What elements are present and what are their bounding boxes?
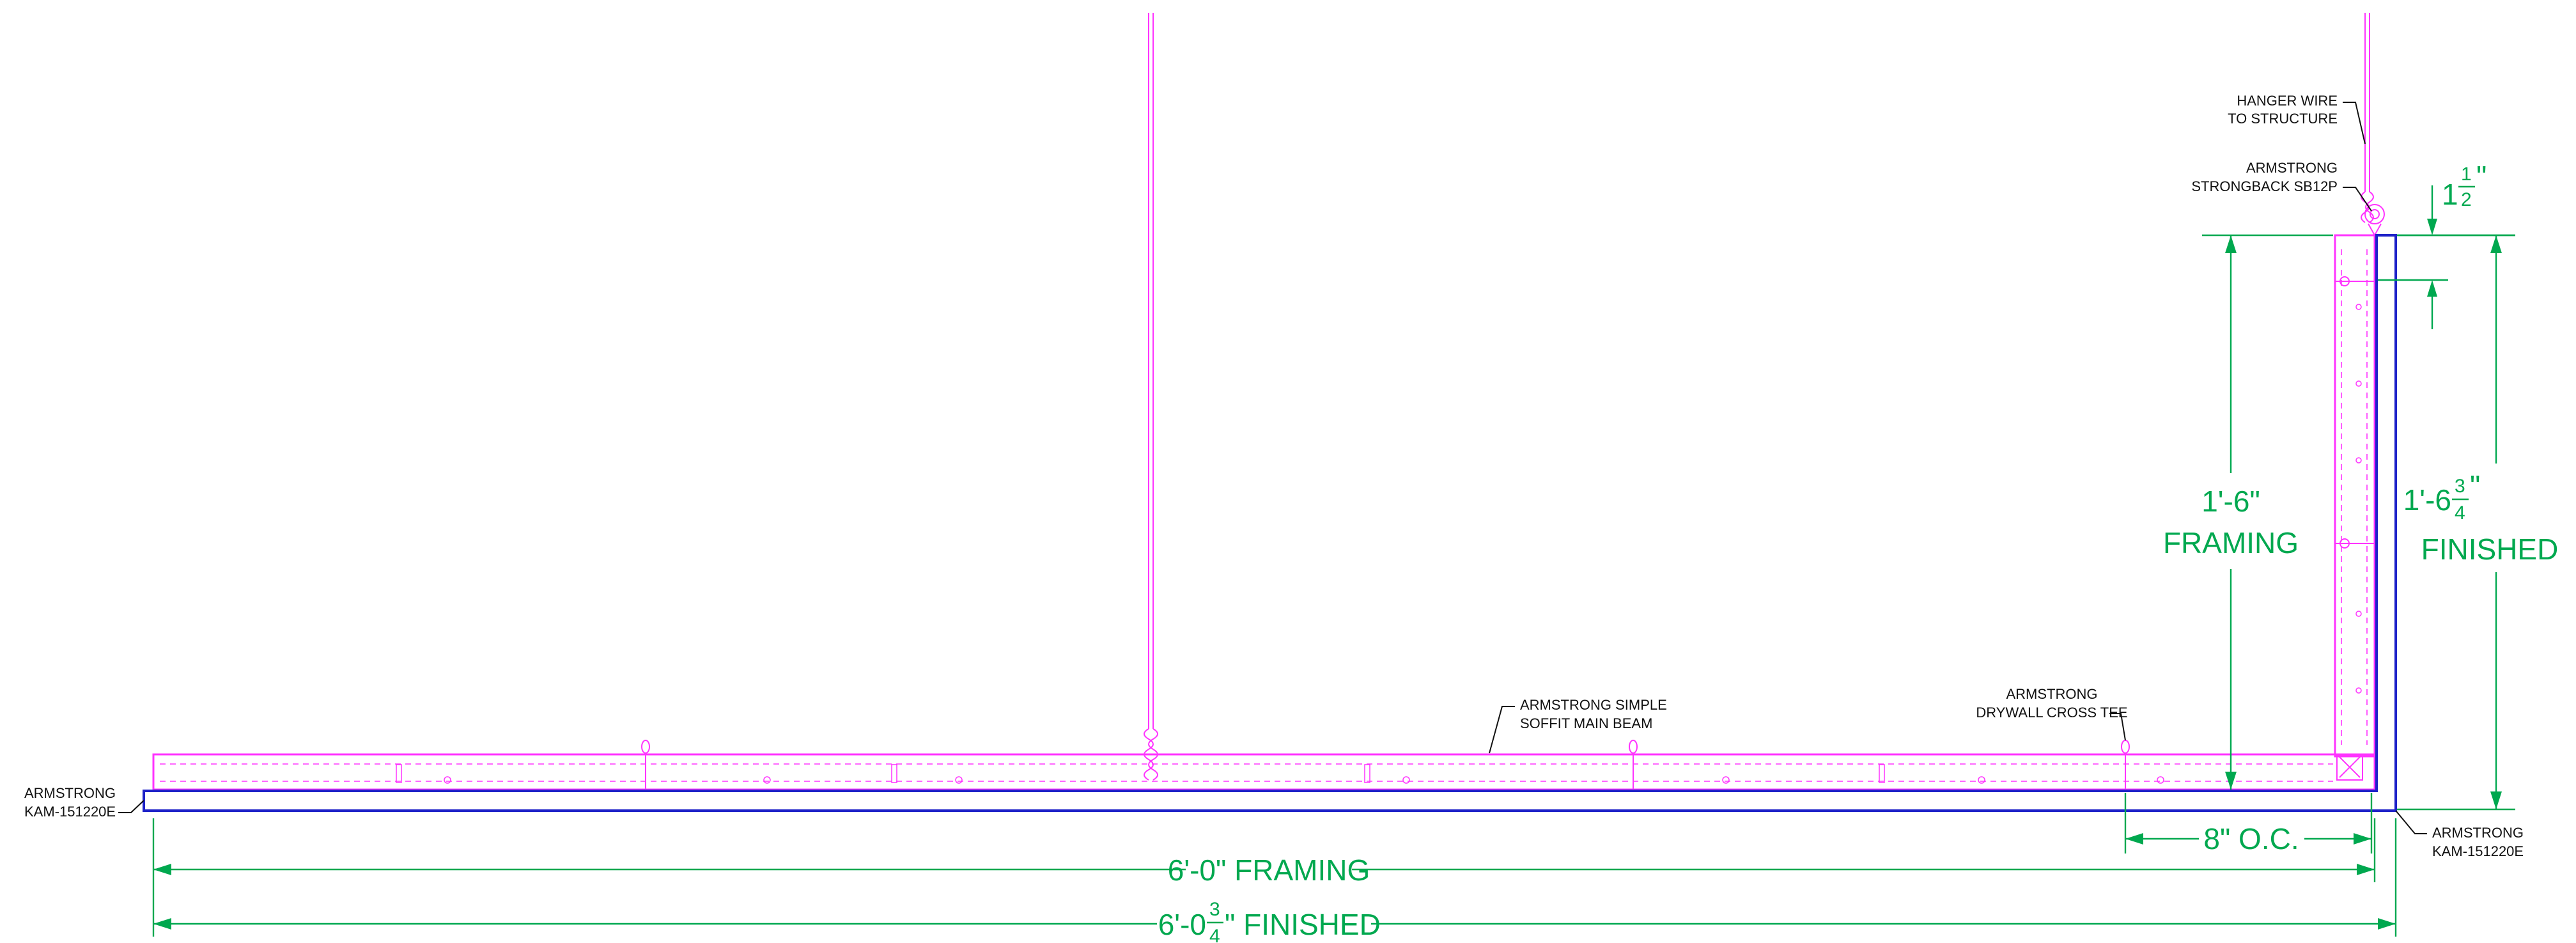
dim-finished-width-prefix: 6'-0 bbox=[1158, 908, 1206, 941]
note-main-beam-line2: SOFFIT MAIN BEAM bbox=[1520, 715, 1652, 731]
note-kam-left-line1: ARMSTRONG bbox=[24, 785, 116, 801]
note-kam-left-line2: KAM-151220E bbox=[24, 804, 116, 820]
dim-finished-height-den: 4 bbox=[2455, 503, 2465, 524]
dim-framing-height-value: 1'-6" bbox=[2201, 485, 2260, 518]
dim-finished-width: 6'-0 3 4 " FINISHED bbox=[153, 899, 2396, 943]
note-cross-tee-line1: ARMSTRONG bbox=[2006, 686, 2098, 702]
dim-finished-height-prefix: 1'-6 bbox=[2403, 483, 2451, 517]
dim-finished-height: 1'-6 3 4 " FINISHED bbox=[2397, 234, 2570, 811]
strongback-sb12p bbox=[2364, 204, 2385, 237]
finish-board bbox=[143, 234, 2397, 812]
note-cross-tee-line2: DRYWALL CROSS TEE bbox=[1976, 705, 2127, 721]
note-hanger-wire-line1: HANGER WIRE bbox=[2237, 93, 2338, 109]
note-strongback: ARMSTRONG STRONGBACK SB12P bbox=[2191, 160, 2372, 212]
vertical-framing-member bbox=[2334, 234, 2376, 781]
dim-spacing: 8" O.C. bbox=[2124, 793, 2373, 855]
dim-finished-width-suffix: " FINISHED bbox=[1225, 908, 1381, 941]
hanger-wire-left bbox=[1144, 13, 1158, 781]
dim-offset-unit: " bbox=[2476, 160, 2487, 193]
note-hanger-wire: HANGER WIRE TO STRUCTURE bbox=[2228, 93, 2366, 144]
note-main-beam: ARMSTRONG SIMPLE SOFFIT MAIN BEAM bbox=[1489, 697, 1667, 754]
note-kam-right: ARMSTRONG KAM-151220E bbox=[2395, 810, 2524, 859]
note-kam-left: ARMSTRONG KAM-151220E bbox=[24, 785, 144, 820]
note-main-beam-line1: ARMSTRONG SIMPLE bbox=[1520, 697, 1667, 713]
dim-offset-den: 2 bbox=[2461, 189, 2472, 210]
note-cross-tee: ARMSTRONG DRYWALL CROSS TEE bbox=[1976, 686, 2128, 741]
soffit-main-beam bbox=[152, 753, 2376, 791]
dim-framing-height-label: FRAMING bbox=[2163, 526, 2299, 559]
note-strongback-line1: ARMSTRONG bbox=[2246, 160, 2338, 176]
note-hanger-wire-line2: TO STRUCTURE bbox=[2228, 111, 2338, 127]
note-kam-right-line1: ARMSTRONG bbox=[2432, 825, 2524, 841]
dim-offset-num: 1 bbox=[2461, 164, 2472, 185]
note-strongback-line2: STRONGBACK SB12P bbox=[2191, 178, 2338, 194]
dim-framing-width: 6'-0" FRAMING bbox=[152, 818, 2397, 937]
dim-framing-width-value: 6'-0" FRAMING bbox=[1168, 853, 1370, 887]
dim-finished-width-den: 4 bbox=[1209, 926, 1220, 943]
dim-spacing-value: 8" O.C. bbox=[2203, 822, 2299, 855]
dim-finished-width-num: 3 bbox=[1209, 899, 1220, 920]
hanger-wire-right bbox=[2361, 13, 2374, 223]
note-kam-right-line2: KAM-151220E bbox=[2432, 843, 2524, 859]
dim-offset-whole: 1 bbox=[2442, 178, 2458, 211]
dim-finished-height-num: 3 bbox=[2455, 476, 2465, 497]
dim-finished-height-unit: " bbox=[2470, 469, 2480, 503]
drywall-cross-tees bbox=[641, 740, 2130, 790]
dim-finished-height-label: FINISHED bbox=[2421, 533, 2559, 566]
dim-framing-height: 1'-6" FRAMING bbox=[2148, 234, 2333, 790]
